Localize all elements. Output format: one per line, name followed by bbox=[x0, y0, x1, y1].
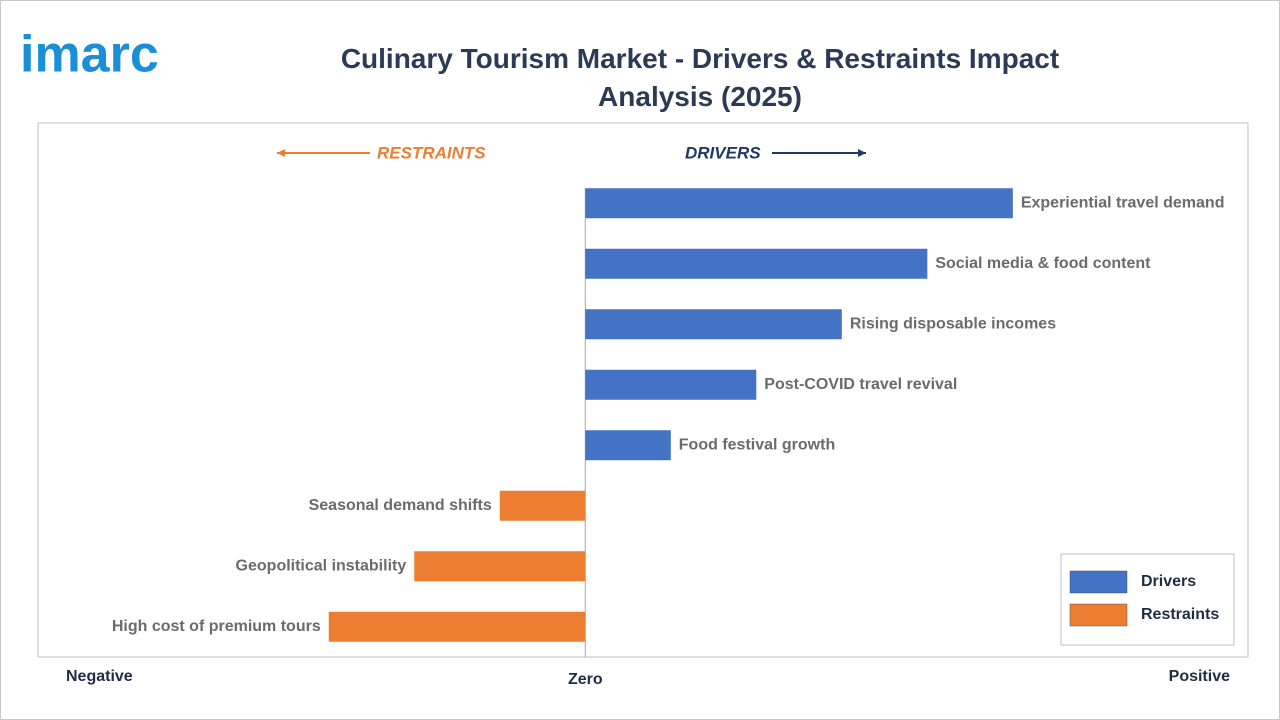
category-label: Post-COVID travel revival bbox=[764, 376, 957, 393]
x-tick-label: Negative bbox=[66, 668, 133, 685]
bar bbox=[585, 188, 1013, 219]
bar bbox=[585, 369, 757, 400]
plot-frame bbox=[37, 122, 1249, 658]
legend-label: Drivers bbox=[1141, 573, 1196, 590]
category-label: Food festival growth bbox=[679, 436, 835, 453]
annotation: RESTRAINTS bbox=[377, 143, 486, 162]
legend-swatch bbox=[1069, 603, 1128, 627]
bar bbox=[414, 551, 586, 582]
x-tick-label: Zero bbox=[568, 671, 603, 688]
category-label: High cost of premium tours bbox=[112, 618, 321, 635]
chart-title: Culinary Tourism Market - Drivers & Rest… bbox=[340, 43, 1060, 112]
arrow-head bbox=[277, 149, 285, 157]
bar bbox=[585, 430, 671, 461]
category-label: Rising disposable incomes bbox=[850, 315, 1056, 332]
category-label: Social media & food content bbox=[935, 255, 1151, 272]
annotation: DRIVERS bbox=[685, 143, 761, 162]
category-label: Seasonal demand shifts bbox=[309, 497, 492, 514]
bar bbox=[585, 248, 928, 279]
legend-swatch bbox=[1069, 570, 1128, 594]
legend-label: Restraints bbox=[1141, 606, 1219, 623]
bar bbox=[499, 490, 586, 521]
bar bbox=[328, 611, 586, 642]
title-box: Culinary Tourism Market - Drivers & Rest… bbox=[340, 43, 1060, 112]
arrow-head bbox=[858, 149, 866, 157]
category-label: Experiential travel demand bbox=[1021, 194, 1225, 211]
logo: imarc bbox=[20, 26, 159, 84]
legend bbox=[1060, 553, 1235, 646]
category-label: Geopolitical instability bbox=[236, 557, 407, 574]
x-tick-label: Positive bbox=[1169, 668, 1230, 685]
bar bbox=[585, 309, 842, 340]
